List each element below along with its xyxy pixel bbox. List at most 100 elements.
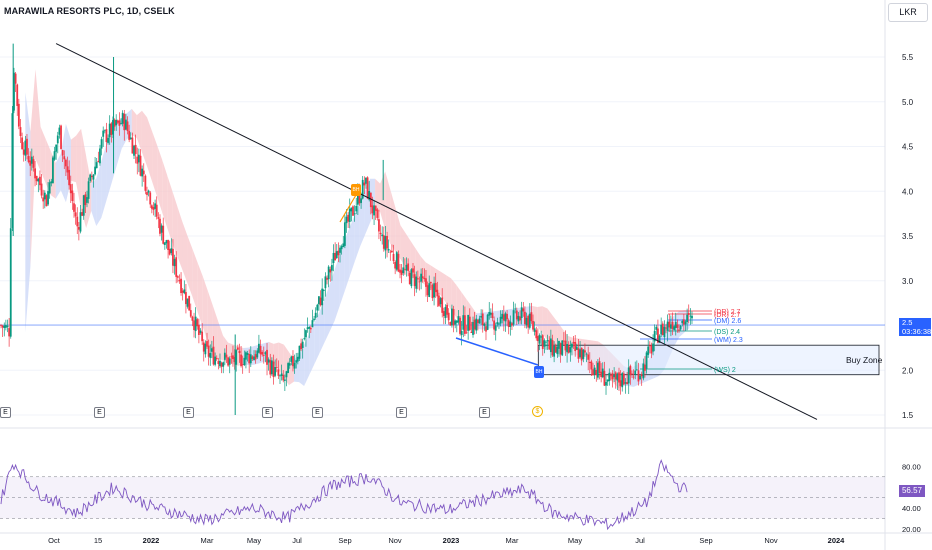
candle-body bbox=[486, 314, 489, 330]
candle-body bbox=[363, 182, 366, 186]
candle-body bbox=[536, 335, 539, 342]
candle-body bbox=[686, 314, 689, 322]
candle-body bbox=[392, 253, 395, 262]
candle-body bbox=[530, 312, 533, 322]
pivot-high-marker[interactable]: BH bbox=[351, 184, 361, 196]
candle-body bbox=[102, 130, 105, 137]
candle-body bbox=[546, 340, 549, 342]
candle-body bbox=[373, 205, 375, 216]
candle-body bbox=[429, 281, 432, 284]
candle-body bbox=[136, 156, 139, 164]
buy-zone-box bbox=[537, 344, 880, 376]
candle-body bbox=[227, 357, 229, 366]
candle-body bbox=[595, 369, 598, 376]
earnings-marker[interactable]: E bbox=[396, 407, 407, 418]
candle-body bbox=[522, 308, 525, 312]
earnings-marker[interactable]: E bbox=[479, 407, 490, 418]
candle-body bbox=[369, 192, 372, 208]
cloud-segment bbox=[304, 333, 310, 386]
candle-body bbox=[533, 328, 536, 332]
candle-body bbox=[561, 340, 564, 356]
candle-body bbox=[648, 345, 651, 347]
candle-body bbox=[133, 145, 135, 156]
candle-body bbox=[420, 273, 423, 282]
candle-body bbox=[489, 312, 492, 315]
dividend-marker[interactable]: $ bbox=[532, 406, 543, 417]
candle-body bbox=[412, 268, 414, 273]
candle-body bbox=[8, 328, 11, 337]
candle-body bbox=[233, 356, 236, 363]
candle-body bbox=[473, 319, 476, 330]
pivot-labels: (DR) 2.7(DR) 2.7(DM) 2.6(DS) 2.4(WM) 2.3… bbox=[714, 309, 743, 374]
candle-body bbox=[212, 346, 215, 365]
candle-body bbox=[87, 181, 90, 199]
candle-body bbox=[147, 190, 150, 193]
candle-body bbox=[81, 212, 84, 216]
trendline-segment bbox=[55, 43, 818, 420]
candle-body bbox=[653, 330, 656, 342]
time-tick: Jul bbox=[292, 536, 302, 545]
currency-button[interactable]: LKR bbox=[888, 3, 928, 22]
earnings-marker[interactable]: E bbox=[0, 407, 11, 418]
last-price-label: 2.5 03:36:38 bbox=[899, 318, 931, 336]
earnings-marker[interactable]: E bbox=[183, 407, 194, 418]
candle-body bbox=[172, 248, 174, 266]
candle-body bbox=[293, 362, 296, 369]
candle-body bbox=[270, 360, 273, 375]
candle-body bbox=[68, 169, 71, 186]
candle-body bbox=[621, 373, 624, 388]
candle-body bbox=[545, 341, 547, 343]
candle-body bbox=[423, 277, 426, 280]
candle-body bbox=[189, 310, 192, 317]
candle-body bbox=[27, 156, 30, 162]
candle-body bbox=[34, 168, 36, 179]
candle-body bbox=[6, 325, 9, 327]
candle-body bbox=[90, 175, 93, 178]
candle-body bbox=[55, 144, 58, 152]
candle-body bbox=[587, 354, 590, 360]
candle-body bbox=[134, 144, 137, 154]
candle-body bbox=[366, 177, 369, 199]
candle-body bbox=[30, 156, 33, 164]
candle-body bbox=[152, 207, 155, 210]
time-tick: May bbox=[247, 536, 261, 545]
rsi-axis: 80.00 40.00 20.00 bbox=[902, 462, 921, 534]
candle-body bbox=[606, 379, 609, 382]
candle-body bbox=[58, 127, 61, 135]
candle-body bbox=[251, 356, 254, 360]
candle-body bbox=[475, 318, 478, 331]
candle-body bbox=[687, 312, 690, 315]
candle-body bbox=[483, 323, 486, 326]
candle-body bbox=[343, 222, 346, 246]
candle-body bbox=[426, 285, 429, 296]
candle-body bbox=[230, 356, 233, 358]
candle-body bbox=[407, 263, 410, 271]
cloud-segment bbox=[60, 123, 66, 203]
candle-body bbox=[199, 330, 202, 333]
earnings-marker[interactable]: E bbox=[312, 407, 323, 418]
cloud-segment bbox=[334, 255, 340, 322]
pivot-low-marker[interactable]: BH bbox=[534, 366, 544, 378]
candle-body bbox=[220, 362, 223, 367]
price-candles bbox=[0, 43, 693, 415]
candle-body bbox=[173, 258, 176, 267]
earnings-marker[interactable]: E bbox=[262, 407, 273, 418]
candle-body bbox=[619, 380, 622, 386]
candle-body bbox=[191, 316, 194, 321]
candle-body bbox=[365, 177, 367, 184]
candle-body bbox=[650, 345, 653, 354]
candle-body bbox=[360, 198, 362, 203]
earnings-marker[interactable]: E bbox=[94, 407, 105, 418]
candle-body bbox=[21, 137, 23, 150]
cloud-segment bbox=[278, 342, 284, 378]
candle-body bbox=[334, 252, 337, 261]
candle-body bbox=[326, 277, 328, 280]
candle-body bbox=[60, 125, 62, 149]
candle-body bbox=[496, 322, 499, 325]
candle-body bbox=[11, 113, 14, 228]
candle-body bbox=[397, 253, 400, 272]
candle-body bbox=[540, 336, 543, 338]
candle-body bbox=[660, 324, 663, 335]
candle-body bbox=[243, 357, 246, 366]
